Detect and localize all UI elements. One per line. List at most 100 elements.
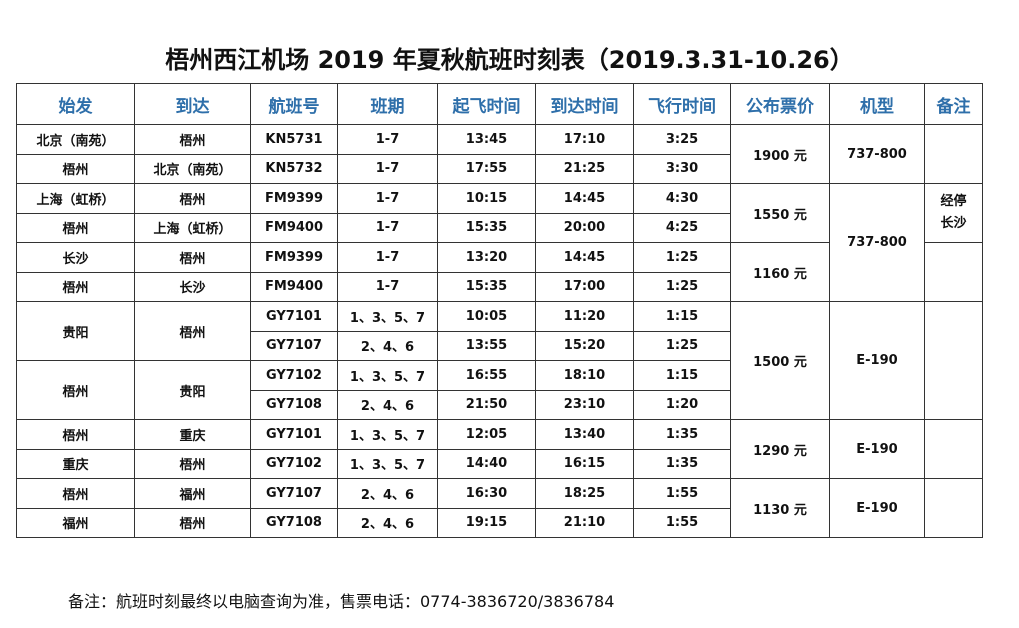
table-cell: KN5732	[250, 153, 338, 184]
table-cell: E-190	[829, 419, 925, 479]
table-cell: 1550 元	[730, 183, 830, 243]
table-cell: 21:10	[535, 507, 634, 538]
table-cell: 梧州	[134, 301, 251, 361]
table-cell: 1-7	[337, 153, 438, 184]
table-row: 上海（虹桥） 梧州 FM9399 1-7 10:15 14:45 4:30 1550 元 737…	[16, 183, 983, 302]
table-cell: 2、4、6	[337, 330, 438, 361]
table-row: 梧州 重庆 GY7101 1、3、5、7 12:05 13:40 1:35 1290 元 E-1…	[16, 419, 983, 479]
table-cell: 梧州	[16, 360, 135, 420]
table-cell: 1:25	[633, 271, 731, 302]
table-cell: 15:20	[535, 330, 634, 361]
table-cell: 12:05	[437, 419, 536, 450]
table-cell: 长沙	[134, 271, 251, 302]
table-row: 长沙 梧州 FM9399 1-7 13:20 14:45 1:25 1160 元	[16, 242, 983, 302]
table-cell: FM9399	[250, 242, 338, 273]
table-cell: 1、3、5、7	[337, 448, 438, 479]
table-cell: E-190	[829, 301, 925, 420]
table-cell: 18:25	[535, 478, 634, 509]
table-row: 梧州 长沙 FM9400 1-7 15:35 17:00 1:25	[16, 271, 983, 302]
column-header: 公布票价	[730, 83, 830, 125]
table-cell: 梧州	[16, 419, 135, 450]
table-cell: 13:40	[535, 419, 634, 450]
table-cell: 梧州	[16, 271, 135, 302]
table-cell: 16:55	[437, 360, 536, 391]
table-cell: 17:55	[437, 153, 536, 184]
table-cell: 贵阳	[134, 360, 251, 420]
table-cell: GY7107	[250, 330, 338, 361]
table-cell: 上海（虹桥）	[16, 183, 135, 214]
table-cell: 1-7	[337, 242, 438, 273]
table-cell: 3:25	[633, 124, 731, 155]
column-header: 班期	[337, 83, 438, 125]
table-cell: 16:30	[437, 478, 536, 509]
table-cell: 4:30	[633, 183, 731, 214]
table-row: 梧州 福州 GY7107 2、4、6 16:30 18:25 1:55 1130 元 E-190	[16, 478, 983, 538]
table-cell: 经停长沙	[924, 183, 983, 243]
table-cell: GY7108	[250, 389, 338, 420]
table-cell: FM9400	[250, 212, 338, 243]
table-row: 重庆 梧州 GY7102 1、3、5、7 14:40 16:15 1:35	[16, 448, 983, 479]
table-cell: FM9399	[250, 183, 338, 214]
table-cell: 14:45	[535, 183, 634, 214]
column-header: 起飞时间	[437, 83, 536, 125]
table-row: 梧州 上海（虹桥） FM9400 1-7 15:35 20:00 4:25	[16, 212, 983, 243]
table-cell: 17:10	[535, 124, 634, 155]
table-cell: 16:15	[535, 448, 634, 479]
table-cell: 17:00	[535, 271, 634, 302]
table-cell: 贵阳	[16, 301, 135, 361]
table-cell: 1:20	[633, 389, 731, 420]
table-cell: KN5731	[250, 124, 338, 155]
table-cell: 梧州	[134, 124, 251, 155]
table-cell: 1-7	[337, 183, 438, 214]
table-cell: 18:10	[535, 360, 634, 391]
table-cell: FM9400	[250, 271, 338, 302]
table-cell: 1:25	[633, 330, 731, 361]
table-cell: 20:00	[535, 212, 634, 243]
table-cell: 21:50	[437, 389, 536, 420]
table-cell: GY7107	[250, 478, 338, 509]
table-cell: GY7102	[250, 448, 338, 479]
table-cell: 1、3、5、7	[337, 419, 438, 450]
table-row: GY7107 2、4、6 13:55 15:20 1:25	[17, 330, 983, 361]
table-cell: GY7101	[250, 419, 338, 450]
table-row: 梧州 北京（南苑） KN5732 1-7 17:55 21:25 3:30	[16, 153, 983, 184]
table-cell: GY7108	[250, 507, 338, 538]
table-cell: 1-7	[337, 124, 438, 155]
table-cell: 梧州	[16, 212, 135, 243]
table-cell: 北京（南苑）	[16, 124, 135, 155]
table-cell: 21:25	[535, 153, 634, 184]
table-cell: 13:55	[437, 330, 536, 361]
table-cell: 737-800	[829, 183, 925, 302]
table-row: 北京（南苑） 梧州 KN5731 1-7 13:45 17:10 3:25 1900 元 737…	[16, 124, 983, 184]
table-cell: 1290 元	[730, 419, 830, 479]
table-cell: 1:35	[633, 419, 731, 450]
table-cell: 1:55	[633, 507, 731, 538]
table-cell: 重庆	[134, 419, 251, 450]
table-cell: 14:45	[535, 242, 634, 273]
table-cell: 北京（南苑）	[134, 153, 251, 184]
table-cell: 15:35	[437, 271, 536, 302]
table-cell: E-190	[829, 478, 925, 538]
table-cell: 1:15	[633, 360, 731, 391]
header-row: 始发 到达 航班号 班期 起飞时间 到达时间 飞行时间 公布票价 机型 备注	[16, 83, 983, 125]
table-cell: 1130 元	[730, 478, 830, 538]
table-cell: 长沙	[16, 242, 135, 273]
table-cell: 1500 元	[730, 301, 830, 420]
table-cell: 梧州	[16, 153, 135, 184]
table-cell: 14:40	[437, 448, 536, 479]
table-cell: 上海（虹桥）	[134, 212, 251, 243]
table-cell: 23:10	[535, 389, 634, 420]
table-cell: 1:55	[633, 478, 731, 509]
column-header: 始发	[16, 83, 135, 125]
table-cell: 3:30	[633, 153, 731, 184]
table-cell: 19:15	[437, 507, 536, 538]
footer-note: 备注：航班时刻最终以电脑查询为准，售票电话：0774-3836720/38367…	[68, 592, 615, 611]
column-header: 备注	[924, 83, 983, 125]
empty-cell	[924, 242, 983, 302]
table-cell: 4:25	[633, 212, 731, 243]
table-cell: 1:15	[633, 301, 731, 332]
table-cell: 1:25	[633, 242, 731, 273]
table-cell: 梧州	[134, 448, 251, 479]
column-header: 机型	[829, 83, 925, 125]
table-cell: 10:15	[437, 183, 536, 214]
